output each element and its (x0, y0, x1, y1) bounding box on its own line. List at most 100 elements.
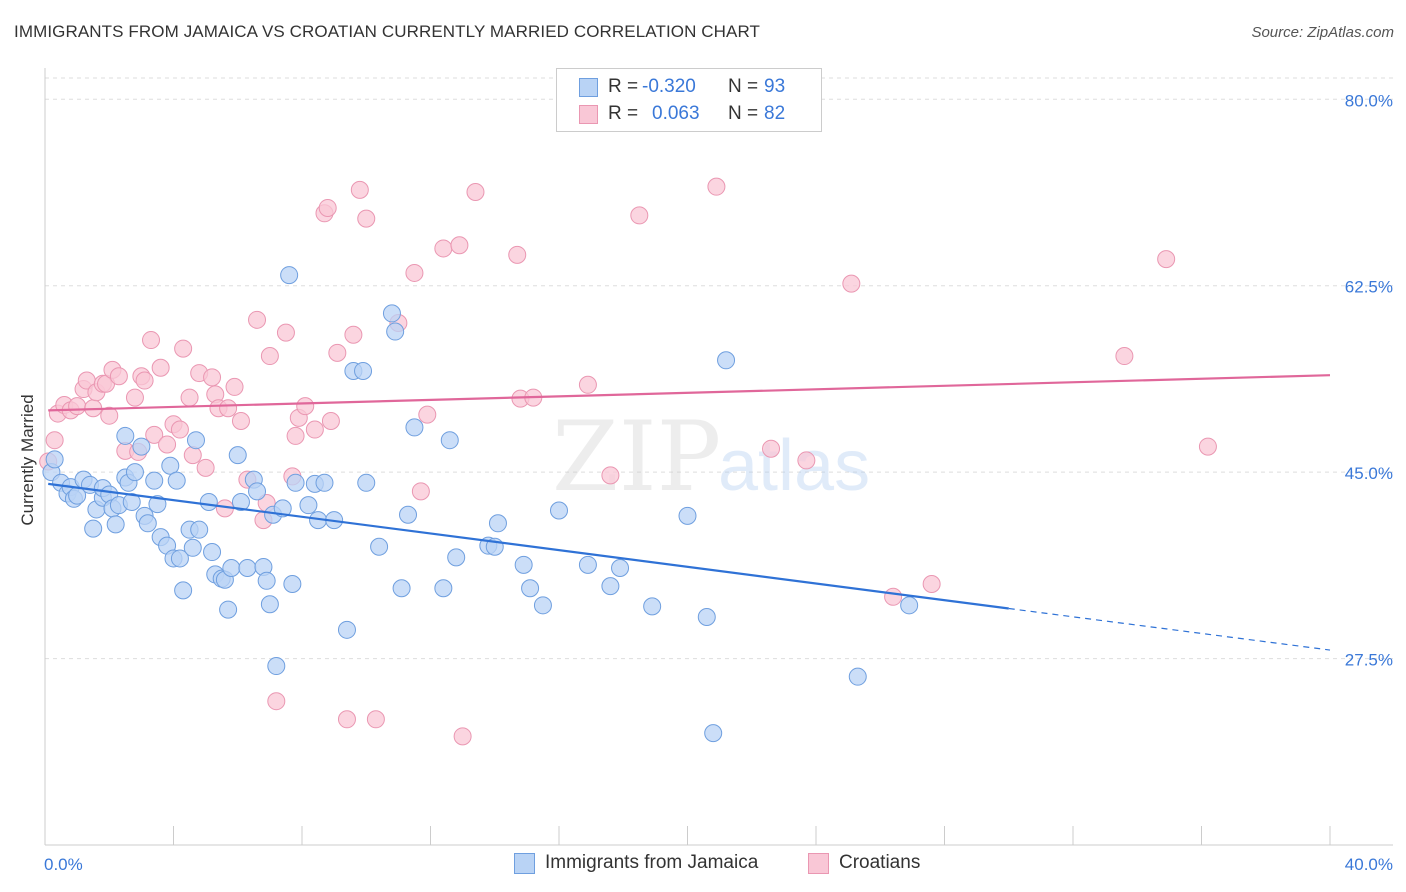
y-tick-label: 80.0% (1345, 91, 1393, 110)
jamaica-point (125, 463, 144, 482)
legend-n-label: N = (728, 103, 759, 124)
jamaica-point (283, 575, 302, 594)
croatians-point (1157, 250, 1176, 269)
legend-row-jamaica: R = -0.320 N = 93 (579, 75, 785, 99)
croatians-point (466, 182, 485, 201)
jamaica-point (148, 495, 167, 514)
croatians-point (411, 482, 430, 501)
croatians-point (68, 397, 87, 416)
jamaica-point (533, 596, 552, 615)
legend-swatch-blue (514, 852, 535, 874)
jamaica-point (382, 304, 401, 323)
jamaica-point (45, 450, 64, 469)
legend-label-jamaica: Immigrants from Jamaica (545, 852, 759, 873)
legend-label-croatians: Croatians (839, 852, 921, 873)
watermark-atlas: atlas (718, 426, 870, 506)
jamaica-point (848, 667, 867, 686)
trend-lines (48, 374, 1331, 651)
croatians-point (267, 692, 286, 711)
jamaica-point (280, 266, 299, 285)
jamaica-point (174, 581, 193, 600)
croatians-point (508, 245, 527, 264)
croatians-point (453, 727, 472, 746)
croatians-point (630, 206, 649, 225)
jamaica-point (704, 724, 723, 743)
jamaica-point (447, 548, 466, 567)
legend-item-jamaica: Immigrants from Jamaica (514, 852, 758, 874)
croatians-point (762, 439, 781, 458)
jamaica-point (132, 437, 151, 456)
croatians-point (286, 426, 305, 445)
jamaica-point (116, 426, 135, 445)
jamaica-point (167, 471, 186, 490)
jamaica-point (222, 559, 241, 578)
croatians-points (39, 177, 1217, 746)
x-tick-label: 0.0% (44, 855, 83, 874)
jamaica-point (717, 351, 736, 370)
jamaica-point (161, 456, 180, 475)
croatians-point (1115, 347, 1134, 366)
croatians-point (276, 323, 295, 342)
tick-labels: 80.0% 62.5% 45.0% 27.5% 0.0% 40.0% (44, 91, 1393, 874)
croatians-point (366, 710, 385, 729)
jamaica-point (392, 579, 411, 598)
jamaica-point (299, 496, 318, 515)
croatians-point (203, 368, 222, 387)
croatians-point (328, 343, 347, 362)
jamaica-point (84, 519, 103, 538)
jamaica-point (550, 501, 568, 520)
jamaica-point (106, 515, 125, 534)
jamaica-point (386, 322, 405, 341)
croatians-point (231, 412, 250, 431)
croatians-point (797, 451, 816, 470)
croatians-point (707, 177, 726, 196)
croatians-point (884, 587, 903, 606)
croatians-point (601, 466, 620, 485)
croatians-point (260, 347, 279, 366)
croatians-point (578, 375, 597, 394)
jamaica-point (183, 538, 202, 557)
jamaica-trend-line (48, 482, 1009, 610)
legend-r-label: R = (608, 76, 639, 97)
croatians-point (842, 274, 861, 293)
legend-row-croatians: R = 0.063 N = 82 (579, 102, 785, 126)
jamaica-point (228, 446, 247, 465)
croatians-point (145, 425, 164, 444)
legend-n-value: 82 (764, 103, 786, 124)
croatians-point (158, 435, 177, 454)
croatians-point (344, 325, 363, 344)
jamaica-point (434, 579, 453, 598)
croatians-point (350, 180, 369, 199)
jamaica-point (122, 492, 141, 511)
legend-r-value: -0.320 (642, 76, 696, 97)
jamaica-point (440, 431, 459, 450)
jamaica-point (357, 473, 376, 492)
jamaica-point (273, 499, 292, 518)
y-tick-label: 27.5% (1345, 651, 1393, 670)
croatians-point (305, 420, 324, 439)
jamaica-point (186, 431, 205, 450)
watermark-zip: ZIP (552, 401, 721, 513)
croatians-point (100, 406, 119, 425)
legend-swatch-blue (579, 77, 598, 97)
jamaica-point (145, 471, 164, 490)
croatians-point (174, 339, 193, 358)
jamaica-point (900, 596, 919, 615)
jamaica-point (578, 555, 597, 574)
jamaica-point (286, 473, 305, 492)
jamaica-point (138, 514, 157, 533)
legend-item-croatians: Croatians (808, 852, 920, 874)
legend-r-label: R = (608, 103, 639, 124)
jamaica-point (190, 520, 209, 539)
jamaica-point (260, 595, 279, 614)
croatians-point (922, 575, 941, 594)
croatians-point (151, 358, 170, 377)
croatians-point (321, 412, 340, 431)
croatians-point (109, 367, 128, 386)
jamaica-point (643, 597, 662, 616)
croatians-point (170, 420, 189, 439)
jamaica-point (257, 571, 276, 590)
croatians-point (219, 399, 238, 418)
jamaica-point (488, 514, 507, 533)
